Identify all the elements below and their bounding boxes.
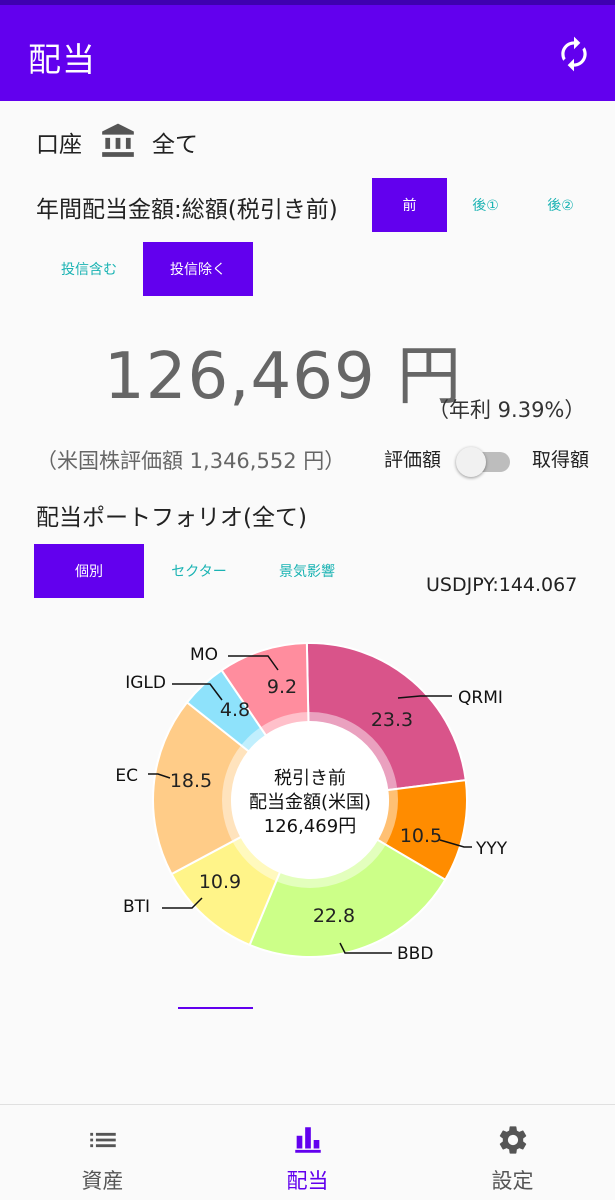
- exclude-funds-button[interactable]: 投信除く: [143, 242, 253, 296]
- donut-center-text: 126,469円: [264, 816, 356, 837]
- account-label: 口座: [36, 132, 82, 158]
- donut-center-text: 配当金額(米国): [249, 792, 371, 813]
- dividend-donut-chart[interactable]: 23.3 10.5 22.8 10.9 18.5 4.8 9.2 QRMI YYY BBD BTI E…: [0, 600, 615, 1000]
- tax-after1-button[interactable]: 後①: [472, 198, 499, 214]
- slice-category-label: QRMI: [458, 688, 503, 708]
- app-bar: 配当: [0, 0, 615, 101]
- nav-label-settings: 設定: [491, 1169, 534, 1193]
- bottom-navigation: 資産 配当 設定: [0, 1104, 615, 1200]
- slice-value-label: 9.2: [267, 676, 297, 698]
- slice-value-label: 4.8: [220, 699, 250, 721]
- tab-individual[interactable]: 個別: [34, 544, 144, 598]
- leader-line: [397, 695, 452, 699]
- bar-chart-icon: [295, 1127, 321, 1153]
- leader-line: [339, 942, 392, 954]
- refresh-icon[interactable]: [555, 35, 593, 73]
- annual-yield: （年利 9.39%）: [428, 398, 586, 422]
- nav-item-assets[interactable]: 資産: [0, 1105, 205, 1200]
- nav-item-dividends[interactable]: 配当: [205, 1105, 410, 1200]
- slice-category-label: MO: [190, 645, 218, 665]
- slice-category-label: EC: [115, 766, 138, 786]
- page-title: 配当: [28, 40, 96, 79]
- tab-sector[interactable]: セクター: [171, 564, 227, 580]
- leader-line: [228, 655, 279, 671]
- fx-rate: USDJPY:144.067: [426, 574, 578, 596]
- bank-icon: [102, 123, 134, 157]
- slice-category-label: YYY: [475, 839, 508, 859]
- valuation-cost-switch[interactable]: [456, 446, 512, 477]
- slice-category-label: BBD: [397, 944, 433, 964]
- leader-line: [172, 683, 223, 701]
- nav-item-settings[interactable]: 設定: [410, 1105, 615, 1200]
- toggle-label-cost: 取得額: [532, 449, 590, 471]
- slice-category-label: IGLD: [125, 673, 166, 693]
- slice-category-label: BTI: [123, 897, 150, 917]
- slice-value-label: 23.3: [371, 709, 413, 731]
- annual-dividend-label: 年間配当金額:総額(税引き前): [36, 197, 338, 223]
- tax-after2-button[interactable]: 後②: [547, 198, 574, 214]
- gear-icon: [499, 1126, 527, 1154]
- slice-value-label: 10.5: [400, 825, 442, 847]
- portfolio-label: 配当ポートフォリオ(全て): [36, 505, 307, 531]
- include-funds-button[interactable]: 投信含む: [61, 262, 117, 278]
- slice-value-label: 18.5: [170, 770, 212, 792]
- nav-label-dividends: 配当: [286, 1169, 329, 1193]
- nav-label-assets: 資産: [81, 1169, 124, 1193]
- page-indicator: [178, 1007, 253, 1009]
- switch-thumb: [456, 447, 486, 477]
- us-stock-valuation: （米国株評価額 1,346,552 円）: [36, 449, 346, 473]
- toggle-label-valuation: 評価額: [384, 449, 442, 471]
- donut-hole: [232, 722, 388, 878]
- tab-economic-impact[interactable]: 景気影響: [279, 564, 335, 580]
- leader-line: [148, 773, 171, 779]
- slice-value-label: 22.8: [313, 905, 355, 927]
- annual-dividend-amount: 126,469 円: [104, 340, 462, 414]
- tax-before-button[interactable]: 前: [372, 178, 447, 232]
- account-value[interactable]: 全て: [152, 132, 198, 158]
- slice-value-label: 10.9: [199, 871, 241, 893]
- leader-line: [162, 897, 203, 909]
- list-icon: [90, 1132, 116, 1148]
- donut-center-text: 税引き前: [274, 768, 346, 789]
- leader-line: [439, 839, 472, 848]
